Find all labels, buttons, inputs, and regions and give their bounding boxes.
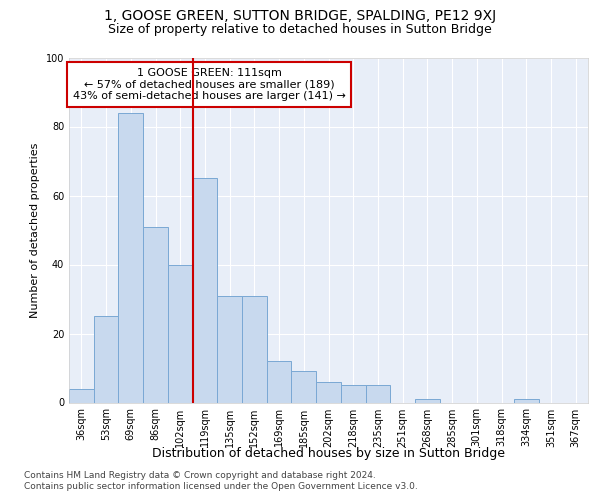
Text: Size of property relative to detached houses in Sutton Bridge: Size of property relative to detached ho… (108, 22, 492, 36)
Bar (514, 399, 539, 402)
Bar (143, 226, 168, 402)
Bar (341, 385, 365, 402)
Text: Distribution of detached houses by size in Sutton Bridge: Distribution of detached houses by size … (152, 448, 505, 460)
Bar (94, 316, 118, 402)
Bar (242, 296, 267, 403)
Bar (267, 361, 292, 403)
Bar (415, 399, 440, 402)
Bar (292, 372, 316, 402)
Bar (316, 382, 341, 402)
Y-axis label: Number of detached properties: Number of detached properties (30, 142, 40, 318)
Bar (193, 178, 217, 402)
Bar (365, 385, 390, 402)
Bar (217, 296, 242, 403)
Text: 1, GOOSE GREEN, SUTTON BRIDGE, SPALDING, PE12 9XJ: 1, GOOSE GREEN, SUTTON BRIDGE, SPALDING,… (104, 9, 496, 23)
Bar (168, 264, 193, 402)
Bar (118, 112, 143, 403)
Text: Contains HM Land Registry data © Crown copyright and database right 2024.: Contains HM Land Registry data © Crown c… (24, 471, 376, 480)
Text: 1 GOOSE GREEN: 111sqm
← 57% of detached houses are smaller (189)
43% of semi-det: 1 GOOSE GREEN: 111sqm ← 57% of detached … (73, 68, 346, 101)
Bar (69, 388, 94, 402)
Text: Contains public sector information licensed under the Open Government Licence v3: Contains public sector information licen… (24, 482, 418, 491)
